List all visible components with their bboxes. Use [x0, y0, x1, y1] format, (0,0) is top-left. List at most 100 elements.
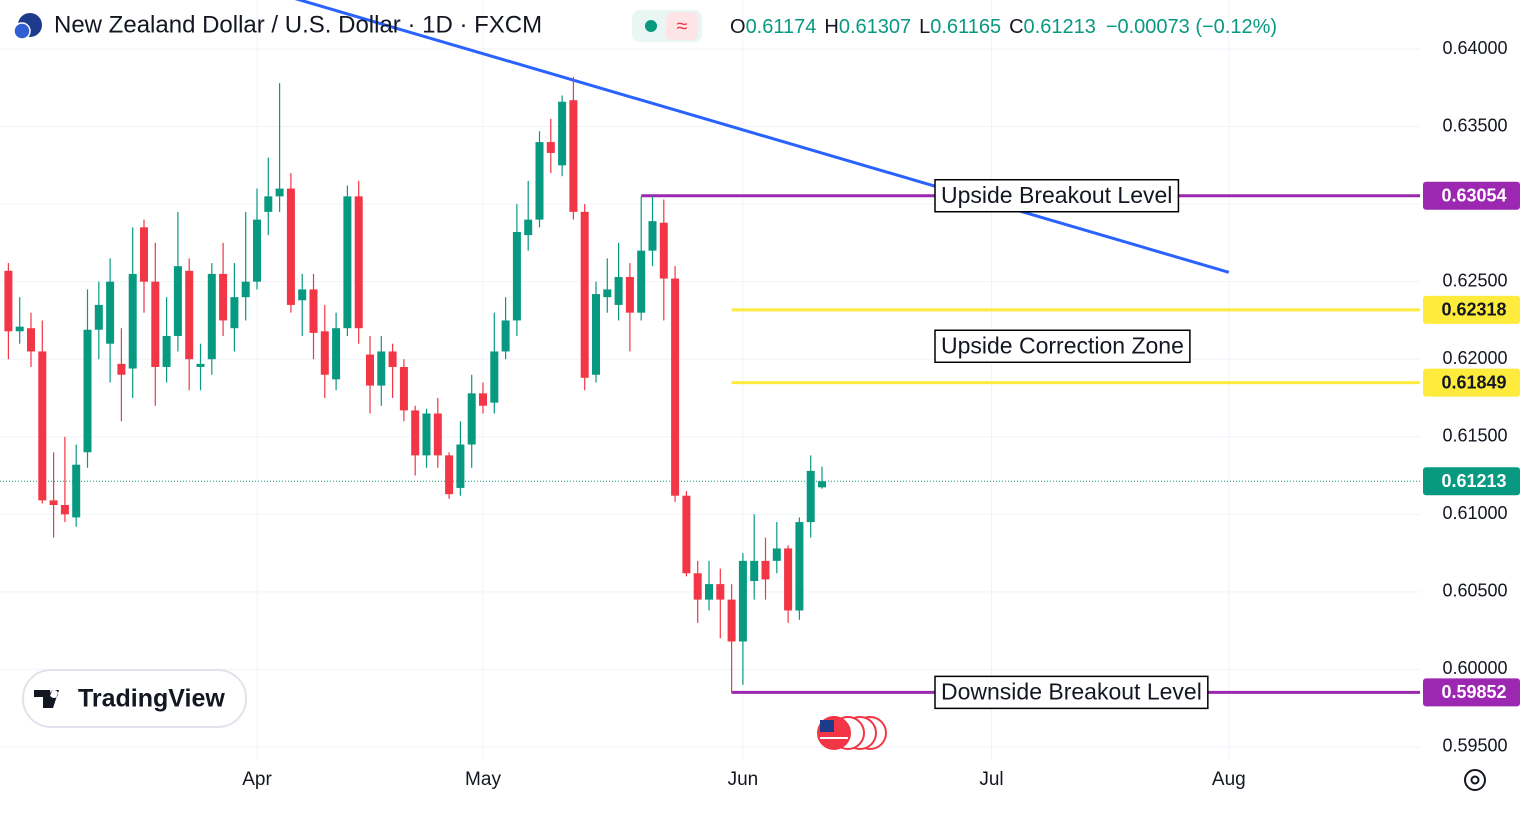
candle-body	[4, 270, 13, 332]
data-status[interactable]	[666, 12, 698, 40]
candle-body	[546, 142, 555, 153]
candle-body	[795, 522, 804, 611]
y-tick-label: 0.60500	[1442, 581, 1507, 601]
candle-body	[49, 500, 58, 506]
candle-body	[162, 335, 171, 367]
logo-text: TradingView	[78, 685, 225, 713]
x-tick-label: Apr	[242, 769, 272, 790]
candle-body	[275, 188, 284, 197]
candle-body	[490, 351, 499, 403]
ohlc-key: O	[730, 16, 746, 38]
candle-body	[332, 328, 341, 380]
candle-body	[219, 273, 228, 321]
ohlc-value: 0.61165	[930, 16, 1001, 38]
candle-body	[320, 331, 329, 375]
candle-body	[264, 196, 273, 212]
candle-body	[253, 219, 261, 282]
y-tick-label: 0.60000	[1442, 658, 1507, 678]
events[interactable]	[817, 716, 887, 750]
candle-body	[512, 232, 521, 321]
candle-body	[241, 281, 250, 298]
symbol-title: New Zealand Dollar / U.S. Dollar · 1D · …	[54, 11, 542, 38]
candle-body	[705, 584, 713, 600]
candle-body	[580, 211, 589, 378]
candle-body	[671, 278, 680, 496]
candle-body	[72, 464, 81, 518]
candle-body	[433, 413, 442, 456]
level-label: Upside Correction Zone	[941, 332, 1184, 358]
candle-body	[94, 304, 103, 330]
candle-body	[399, 366, 408, 411]
ohlc: O0.61174 H0.61307 L0.61165 C0.61213 −0.00073…	[730, 16, 1277, 38]
candle-body	[682, 495, 691, 574]
level-label: Upside Breakout Level	[941, 182, 1172, 208]
price-tag	[1423, 368, 1520, 397]
candle-body	[298, 289, 307, 301]
y-tick-label: 0.64000	[1442, 38, 1507, 58]
candle-body	[422, 413, 431, 456]
event-flag-canton	[820, 720, 834, 732]
market-status	[645, 20, 657, 32]
candle-body	[569, 100, 578, 212]
candle-body	[625, 277, 634, 313]
logo[interactable]: TradingView	[22, 669, 247, 728]
x-tick-label: Aug	[1212, 769, 1246, 790]
candle-body	[354, 196, 363, 329]
candle-body	[738, 560, 747, 642]
y-tick-label: 0.62500	[1442, 270, 1507, 290]
trendline	[294, 0, 1230, 274]
price-tag-label: 0.63054	[1441, 185, 1506, 205]
candle-body	[173, 266, 182, 336]
header: New Zealand Dollar / U.S. Dollar · 1D · …	[13, 10, 1277, 42]
ohlc-key: H	[824, 16, 838, 38]
candle-body	[727, 599, 736, 642]
candle-body	[761, 560, 770, 580]
candle-body	[524, 219, 533, 236]
settings-icon	[1470, 775, 1480, 785]
ohlc-change: −0.00073 (−0.12%)	[1106, 16, 1277, 38]
candle-body	[750, 560, 759, 582]
y-tick-label: 0.62000	[1442, 348, 1507, 368]
candle-body	[467, 393, 476, 445]
candle-body	[309, 289, 318, 333]
x-tick-label: May	[465, 769, 501, 790]
y-tick-label: 0.61000	[1442, 503, 1507, 523]
candle-body	[772, 548, 781, 561]
candle-body	[230, 297, 239, 329]
candle-body	[637, 250, 646, 313]
candle-body	[648, 221, 657, 251]
price-tag	[1423, 181, 1520, 210]
x-tick-label: Jun	[728, 769, 759, 790]
candle-body	[60, 505, 69, 515]
candle-body	[614, 277, 623, 305]
symbol-flag	[13, 22, 31, 40]
candle-body	[558, 101, 567, 166]
candle-body	[784, 548, 793, 611]
y-tick-label: 0.61500	[1442, 426, 1507, 446]
candle-body	[128, 273, 137, 369]
candle-body	[38, 351, 47, 501]
price-tag	[1423, 467, 1520, 496]
candle-body	[286, 188, 295, 305]
data-status-icon: ≈	[677, 15, 688, 37]
candle-body	[207, 273, 216, 360]
price-tag-label: 0.62318	[1441, 300, 1506, 320]
candle-body	[140, 227, 148, 282]
price-tag-label: 0.61849	[1441, 372, 1506, 392]
settings[interactable]	[1464, 769, 1486, 791]
candle-body	[501, 320, 510, 352]
level-label: Downside Breakout Level	[941, 678, 1202, 704]
candle-body	[117, 363, 126, 375]
candle-body	[806, 470, 815, 523]
candle-body	[343, 196, 352, 329]
level-label-box	[934, 675, 1209, 710]
price-tag	[1423, 678, 1520, 707]
candle-body	[27, 328, 35, 352]
level-label-box	[934, 329, 1191, 364]
level-label-box	[934, 178, 1180, 213]
x-tick-label: Jul	[979, 769, 1003, 790]
ohlc-value: 0.61307	[839, 16, 911, 38]
candle-body	[592, 294, 600, 375]
candle-body	[716, 584, 725, 600]
candle-body	[535, 142, 544, 220]
